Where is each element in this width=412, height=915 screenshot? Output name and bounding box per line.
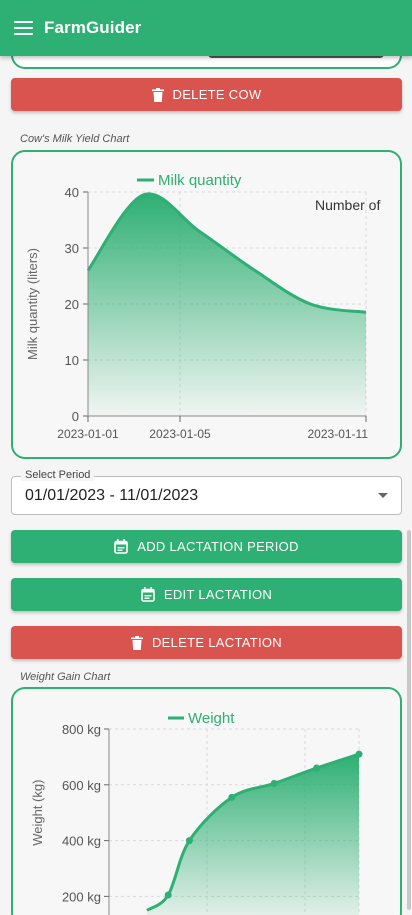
- milk-y-tick-label: 30: [65, 241, 79, 256]
- period-select[interactable]: Select Period 01/01/2023 - 11/01/2023: [11, 469, 402, 515]
- milk-annotation: Number of: [315, 197, 380, 213]
- calendar-icon: [114, 539, 129, 554]
- weight-y-tick-label: 600 kg: [62, 778, 101, 793]
- weight-data-point: [270, 779, 278, 787]
- menu-icon[interactable]: [14, 21, 33, 35]
- milk-x-tick-label: 2023-01-05: [149, 427, 211, 441]
- milk-area: [88, 193, 366, 416]
- app-bar: FarmGuider: [0, 0, 412, 56]
- milk-y-tick-label: 20: [65, 297, 79, 312]
- app-title: FarmGuider: [44, 18, 142, 37]
- weight-y-axis-label: Weight (kg): [30, 780, 45, 846]
- trash-icon: [130, 635, 143, 650]
- trash-icon: [151, 87, 164, 102]
- period-select-label: Select Period: [21, 469, 95, 481]
- delete-lactation-label: DELETE LACTATION: [151, 635, 282, 650]
- weight-chart-card: 200 kg 400 kg 600 kg 800 kg Weight (kg) Weigh…: [11, 687, 402, 915]
- delete-cow-label: DELETE COW: [172, 87, 262, 102]
- add-lactation-label: ADD LACTATION PERIOD: [137, 539, 299, 554]
- edit-lactation-label: EDIT LACTATION: [163, 587, 273, 602]
- delete-cow-button[interactable]: DELETE COW: [11, 78, 402, 111]
- milk-chart-card: 0 10 20 30 40 2023-01-01 2023-01-05 2023-01-11 M…: [11, 150, 402, 459]
- weight-y-tick-label: 200 kg: [62, 889, 101, 904]
- weight-gain-chart: 200 kg 400 kg 600 kg 800 kg Weight (kg) Weigh…: [30, 710, 363, 915]
- milk-y-tick-label: 0: [72, 409, 79, 424]
- weight-chart-label: Weight Gain Chart: [20, 671, 111, 683]
- weight-data-point: [185, 837, 193, 845]
- add-lactation-button[interactable]: ADD LACTATION PERIOD: [11, 530, 402, 563]
- weight-data-point: [228, 793, 236, 801]
- weight-y-tick-label: 800 kg: [62, 722, 101, 737]
- milk-x-tick-label: 2023-01-11: [308, 427, 369, 441]
- milk-y-tick-label: 40: [65, 185, 79, 200]
- scrollbar[interactable]: [407, 530, 411, 910]
- period-select-value: 01/01/2023 - 11/01/2023: [25, 487, 199, 504]
- weight-data-point: [355, 750, 363, 758]
- weight-y-tick-label: 400 kg: [62, 834, 101, 849]
- milk-yield-chart: 0 10 20 30 40 2023-01-01 2023-01-05 2023-01-11 M…: [25, 172, 380, 441]
- edit-lactation-button[interactable]: EDIT LACTATION: [11, 578, 402, 611]
- milk-chart-label: Cow's Milk Yield Chart: [20, 133, 130, 145]
- weight-legend-label: Weight: [188, 710, 235, 727]
- chevron-down-icon: [378, 493, 388, 498]
- weight-data-point: [164, 891, 172, 899]
- calendar-icon: [141, 587, 155, 602]
- milk-legend-label: Milk quantity: [158, 172, 242, 189]
- weight-data-point: [313, 764, 321, 772]
- weight-area: [147, 754, 359, 915]
- milk-x-tick-label: 2023-01-01: [57, 427, 119, 441]
- milk-y-axis-label: Milk quantity (liters): [25, 248, 40, 360]
- delete-lactation-button[interactable]: DELETE LACTATION: [11, 626, 402, 659]
- milk-series-line: [86, 192, 367, 314]
- milk-y-tick-label: 10: [65, 353, 79, 368]
